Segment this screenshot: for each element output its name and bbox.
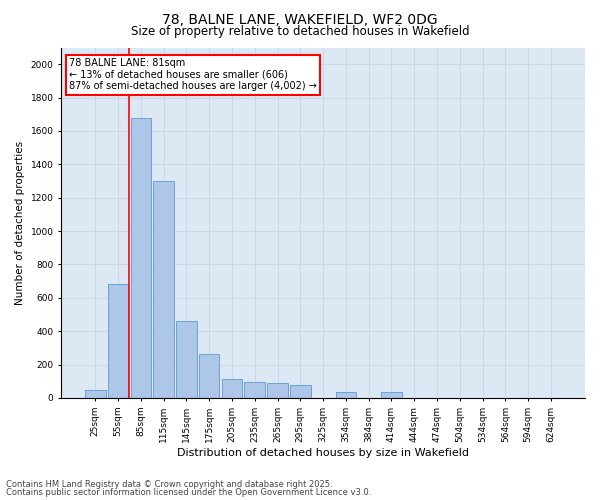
Bar	[267, 383, 288, 398]
Bar	[154, 181, 174, 398]
Text: Size of property relative to detached houses in Wakefield: Size of property relative to detached ho…	[131, 25, 469, 38]
Bar	[131, 118, 151, 398]
Text: Contains HM Land Registry data © Crown copyright and database right 2025.: Contains HM Land Registry data © Crown c…	[6, 480, 332, 489]
Bar	[290, 386, 311, 398]
Bar	[381, 392, 402, 398]
Bar	[222, 378, 242, 398]
Bar	[199, 354, 220, 398]
Text: Contains public sector information licensed under the Open Government Licence v3: Contains public sector information licen…	[6, 488, 371, 497]
Y-axis label: Number of detached properties: Number of detached properties	[15, 140, 25, 305]
Bar	[335, 392, 356, 398]
Text: 78, BALNE LANE, WAKEFIELD, WF2 0DG: 78, BALNE LANE, WAKEFIELD, WF2 0DG	[162, 12, 438, 26]
Bar	[244, 382, 265, 398]
Bar	[85, 390, 106, 398]
X-axis label: Distribution of detached houses by size in Wakefield: Distribution of detached houses by size …	[177, 448, 469, 458]
Bar	[108, 284, 128, 398]
Bar	[176, 321, 197, 398]
Text: 78 BALNE LANE: 81sqm
← 13% of detached houses are smaller (606)
87% of semi-deta: 78 BALNE LANE: 81sqm ← 13% of detached h…	[69, 58, 317, 91]
